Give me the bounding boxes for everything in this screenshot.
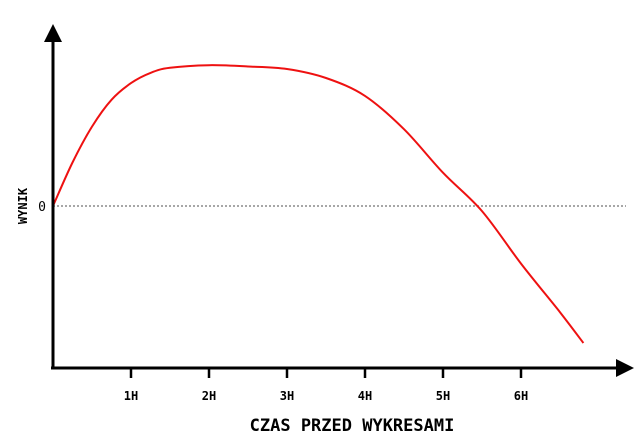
series-line-0 [52, 64, 585, 344]
y-tick-label: 0 [38, 200, 46, 215]
x-tick-label: 3H [280, 389, 294, 403]
x-tick-label: 4H [358, 389, 372, 403]
y-axis-arrowhead [44, 24, 62, 42]
x-tick-label: 1H [124, 389, 138, 403]
x-tick-label: 5H [436, 389, 450, 403]
x-tick-label: 6H [514, 389, 528, 403]
x-axis-arrowhead [616, 359, 634, 377]
x-tick-label: 2H [202, 389, 216, 403]
y-axis-label: WYNIK [16, 187, 30, 224]
x-axis-label: CZAS PRZED WYKRESAMI [250, 416, 455, 436]
